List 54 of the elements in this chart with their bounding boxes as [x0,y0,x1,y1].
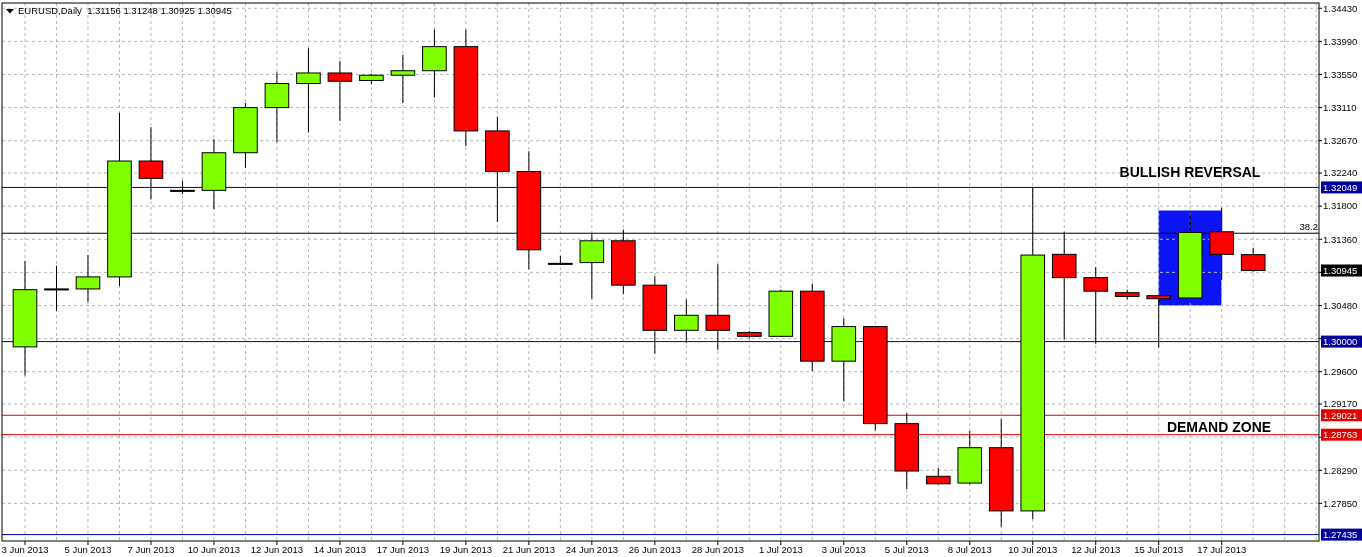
annotation: DEMAND ZONE [1166,419,1272,435]
candlestick [1083,266,1109,345]
x-tick-label: 3 Jun 2013 [1,544,49,555]
annotation: 38.2 [1299,221,1318,233]
x-tick-label: 28 Jun 2013 [691,544,744,555]
y-tick-label: 1.31800 [1323,200,1358,212]
y-tick-label: 1.29170 [1323,398,1358,410]
candlestick [75,254,101,303]
x-tick-label: 17 Jun 2013 [376,544,430,555]
x-tick-label: 12 Jun 2013 [250,544,304,555]
x-tick-label: 15 Jul 2013 [1134,544,1184,555]
y-tick-label: 1.34430 [1323,2,1358,14]
y-tick-label: 1.32240 [1323,167,1358,179]
y-tick-label: 1.33550 [1323,68,1358,80]
candlestick [327,60,353,122]
candlestick [705,263,731,351]
y-tick-label: 1.33110 [1323,101,1357,113]
candlestick [296,47,321,133]
x-tick-label: 3 Jul 2013 [821,544,866,555]
y-tick-label: 1.31360 [1323,233,1358,245]
x-tick-label: 12 Jul 2013 [1071,544,1121,555]
x-tick-label: 1 Jul 2013 [758,544,803,555]
ref-line-label: 1.32049 [1323,181,1358,193]
ref-line-label: 1.27435 [1323,528,1358,540]
x-tick-label: 17 Jul 2013 [1197,544,1247,555]
x-tick-label: 10 Jun 2013 [187,544,241,555]
candlestick [1240,247,1266,273]
x-tick-label: 8 Jul 2013 [947,544,992,555]
y-tick-label: 1.32670 [1323,135,1358,147]
x-tick-label: 19 Jun 2013 [439,544,493,555]
x-tick-label: 24 Jun 2013 [565,544,618,555]
y-tick-label: 1.33990 [1323,35,1358,47]
candlestick [44,265,69,312]
chart-title: EURUSD,Daily 1.31156 1.31248 1.30925 1.30945 [18,5,232,16]
y-tick-label: 1.30480 [1323,299,1358,311]
x-tick-label: 5 Jul 2013 [884,544,929,555]
y-tick-label: 1.28290 [1323,464,1358,476]
x-tick-label: 10 Jul 2013 [1008,544,1058,555]
text: 1.30945 [1323,264,1358,276]
y-tick-label: 1.29600 [1323,366,1358,378]
candlestick [390,54,416,104]
x-tick-label: 14 Jun 2013 [313,544,367,555]
x-tick-label: 26 Jun 2013 [628,544,681,555]
candlestick [138,126,164,200]
candlestick [674,298,699,344]
ref-line-label: 1.30000 [1323,335,1358,347]
x-tick-label: 21 Jun 2013 [502,544,556,555]
candlestick [1146,294,1172,349]
y-tick-label: 1.27850 [1323,497,1358,509]
annotation: BULLISH REVERSAL [1119,164,1261,180]
ref-line-label: 1.29021 [1323,409,1358,421]
x-tick-label: 5 Jun 2013 [64,544,112,555]
ref-line-label: 1.28763 [1323,429,1358,440]
x-tick-label: 7 Jun 2013 [127,544,175,555]
